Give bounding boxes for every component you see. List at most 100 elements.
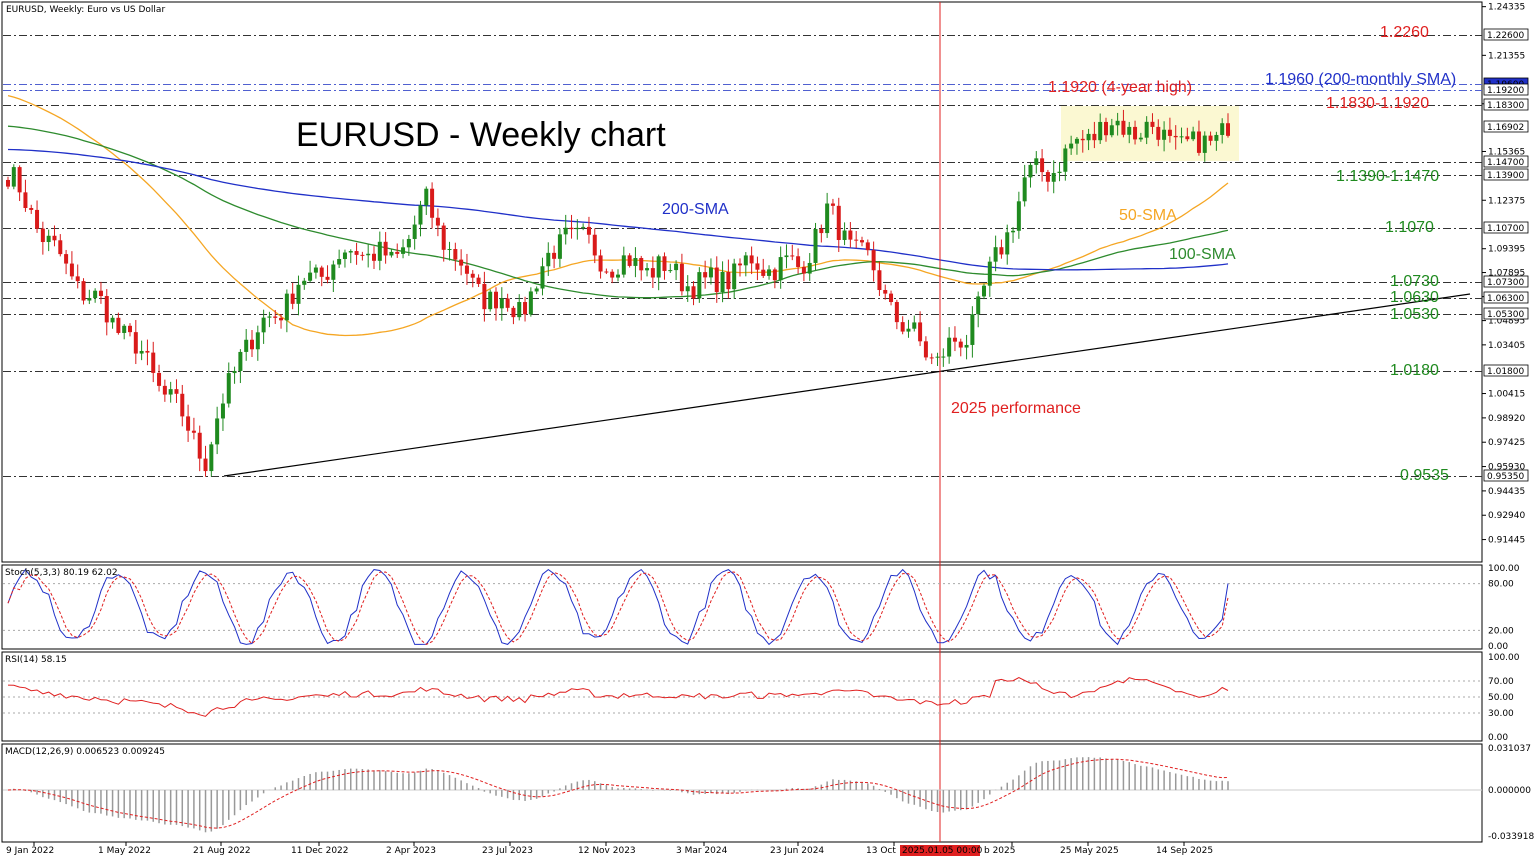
price-tick-label: 1.07895 bbox=[1488, 269, 1525, 279]
candle-body bbox=[801, 266, 806, 274]
candle-body bbox=[337, 259, 342, 265]
candle-body bbox=[104, 296, 109, 323]
date-tick-label: 1 May 2022 bbox=[98, 846, 151, 856]
stoch-signal-line bbox=[7, 571, 1229, 645]
stoch-caption: Stoch(5,3,3) 80.19 62.02 bbox=[5, 568, 118, 578]
symbol-caption: EURUSD, Weekly: Euro vs US Dollar bbox=[6, 5, 165, 15]
level-label-3: 1.1070 bbox=[1385, 219, 1434, 236]
candle-body bbox=[900, 322, 905, 332]
candle-body bbox=[6, 179, 10, 187]
price-tick-label: 1.00415 bbox=[1488, 390, 1525, 400]
level-label-4: 1.0730 bbox=[1390, 273, 1439, 290]
level-tag-label: 0.95350 bbox=[1487, 472, 1524, 482]
candle-body bbox=[1104, 121, 1108, 136]
level-tag-label: 1.18300 bbox=[1487, 101, 1524, 111]
candle-body bbox=[418, 205, 423, 225]
candle-body bbox=[1005, 232, 1010, 255]
candle-body bbox=[929, 357, 934, 359]
candle-body bbox=[447, 249, 452, 251]
macd-signal-line bbox=[7, 758, 1229, 829]
date-highlight-box bbox=[900, 845, 980, 856]
candle-body bbox=[534, 288, 539, 292]
candle-body bbox=[743, 255, 748, 266]
candle-body bbox=[575, 227, 580, 230]
candle-body bbox=[220, 403, 225, 419]
candle-body bbox=[993, 247, 998, 262]
price-tick-label: 0.98920 bbox=[1488, 414, 1525, 424]
candle-body bbox=[778, 257, 783, 281]
candle-body bbox=[906, 328, 911, 332]
price-tick-label: 0.97425 bbox=[1488, 438, 1525, 448]
level-tag-box bbox=[1483, 291, 1529, 304]
price-tick-label: 0.94435 bbox=[1488, 487, 1525, 497]
candle-body bbox=[40, 228, 45, 243]
candle-body bbox=[453, 249, 458, 260]
sma-50-line bbox=[7, 94, 1229, 337]
candle-body bbox=[430, 188, 435, 218]
candle-body bbox=[1208, 135, 1213, 141]
candle-body bbox=[372, 253, 376, 261]
candle-body bbox=[52, 235, 57, 241]
candle-body bbox=[987, 261, 992, 286]
candle-body bbox=[586, 226, 591, 235]
rsi-line bbox=[7, 677, 1229, 717]
candle-body bbox=[1016, 201, 1021, 231]
candle-body bbox=[813, 229, 818, 263]
candle-body bbox=[790, 255, 795, 257]
candle-body bbox=[825, 203, 830, 234]
level-tag-label: 1.05300 bbox=[1487, 310, 1524, 320]
level-tag-label: 1.13900 bbox=[1487, 171, 1524, 181]
price-tick-label: 1.21355 bbox=[1488, 51, 1525, 61]
four-year-high-annotation: 1.1920 (4-year high) bbox=[1048, 79, 1192, 96]
level-tag-box bbox=[1483, 155, 1529, 168]
candle-body bbox=[17, 167, 22, 193]
candle-body bbox=[23, 192, 28, 208]
candle-body bbox=[151, 352, 156, 373]
candle-body bbox=[1144, 121, 1149, 138]
candle-body bbox=[116, 317, 121, 333]
candle-body bbox=[232, 370, 237, 374]
candle-body bbox=[819, 229, 824, 234]
candle-body bbox=[139, 350, 144, 354]
candle-body bbox=[383, 241, 388, 256]
candle-body bbox=[366, 253, 371, 256]
level-label-1: 1.1830-1.1920 bbox=[1326, 95, 1429, 112]
candle-body bbox=[197, 432, 202, 459]
candle-body bbox=[1045, 172, 1050, 182]
level-tag-box bbox=[1483, 275, 1529, 288]
level-label-6: 1.0530 bbox=[1390, 306, 1439, 323]
candle-body bbox=[238, 351, 243, 371]
rsi-tick-label: 0.00 bbox=[1488, 733, 1508, 743]
level-label-2: 1.1390-1.1470 bbox=[1336, 168, 1439, 185]
candle-body bbox=[1011, 230, 1016, 233]
rsi-caption: RSI(14) 58.15 bbox=[5, 655, 67, 665]
candle-body bbox=[11, 167, 16, 187]
candle-body bbox=[1214, 134, 1219, 141]
candle-body bbox=[1167, 129, 1172, 136]
candle-body bbox=[830, 203, 835, 206]
candle-body bbox=[1028, 164, 1033, 178]
level-tag-box bbox=[1483, 28, 1529, 41]
candle-body bbox=[1063, 148, 1068, 172]
candle-body bbox=[610, 271, 615, 278]
candle-body bbox=[918, 322, 923, 342]
candle-body bbox=[848, 230, 853, 240]
candle-body bbox=[656, 256, 661, 278]
candle-body bbox=[464, 265, 469, 274]
candle-body bbox=[633, 257, 638, 266]
candle-body bbox=[273, 316, 278, 318]
level-label-5: 1.0630 bbox=[1390, 289, 1439, 306]
candle-body bbox=[511, 307, 516, 318]
stoch-tick-label: 20.00 bbox=[1488, 626, 1514, 636]
candle-body bbox=[1040, 158, 1045, 173]
candle-body bbox=[1098, 121, 1103, 141]
candle-body bbox=[650, 268, 655, 278]
candle-body bbox=[923, 341, 928, 358]
date-tick-label: 13 Oct bbox=[866, 846, 896, 856]
candle-body bbox=[209, 444, 214, 472]
candle-body bbox=[389, 251, 394, 256]
candle-body bbox=[935, 356, 940, 358]
sma-200-monthly-annotation: 1.1960 (200-monthly SMA) bbox=[1265, 71, 1456, 88]
candle-body bbox=[1109, 125, 1114, 136]
